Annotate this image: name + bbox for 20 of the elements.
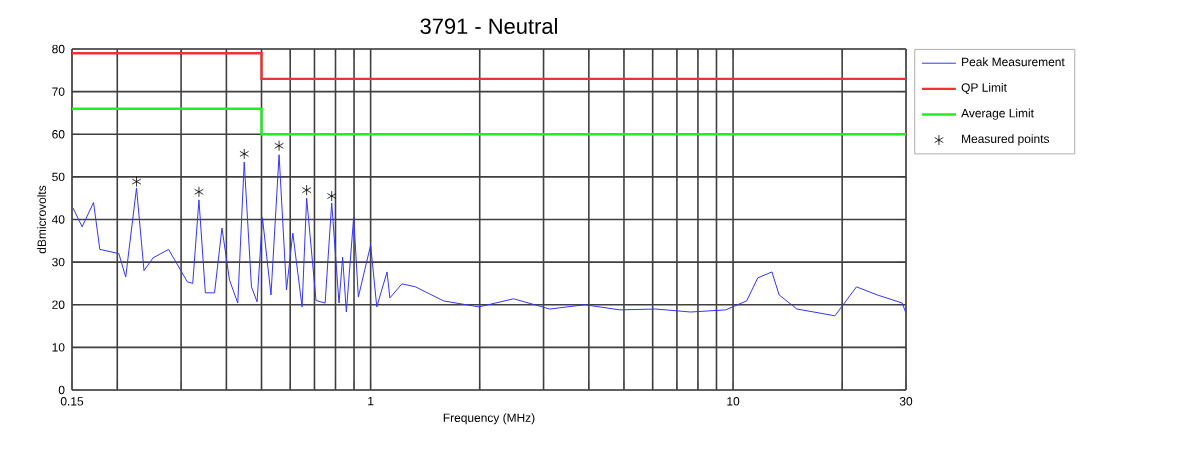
chart-title: 3791 - Neutral (420, 17, 557, 35)
y-tick-label: 50 (52, 172, 65, 182)
x-tick-label: 1 (368, 397, 374, 406)
x-axis-title: Frequency (MHz) (443, 413, 535, 425)
legend-label: Peak Measurement (962, 57, 1065, 67)
y-tick-label: 80 (52, 44, 65, 54)
y-tick-label: 30 (52, 257, 65, 267)
legend-label: QP Limit (961, 82, 1007, 94)
x-tick-label: 0.15 (60, 397, 84, 406)
legend-label: Average Limit (961, 108, 1034, 120)
x-tick-label: 10 (727, 397, 740, 406)
y-tick-label: 10 (52, 343, 65, 352)
y-tick-label: 60 (52, 130, 65, 139)
y-tick-label: 0 (58, 385, 65, 395)
y-axis-title: dBmicrovolts (37, 185, 46, 254)
y-tick-label: 40 (51, 215, 65, 224)
y-tick-label: 70 (52, 87, 65, 96)
legend-label: Measured points (962, 134, 1050, 146)
x-tick-label: 30 (899, 397, 913, 406)
y-tick-label: 20 (52, 300, 65, 309)
